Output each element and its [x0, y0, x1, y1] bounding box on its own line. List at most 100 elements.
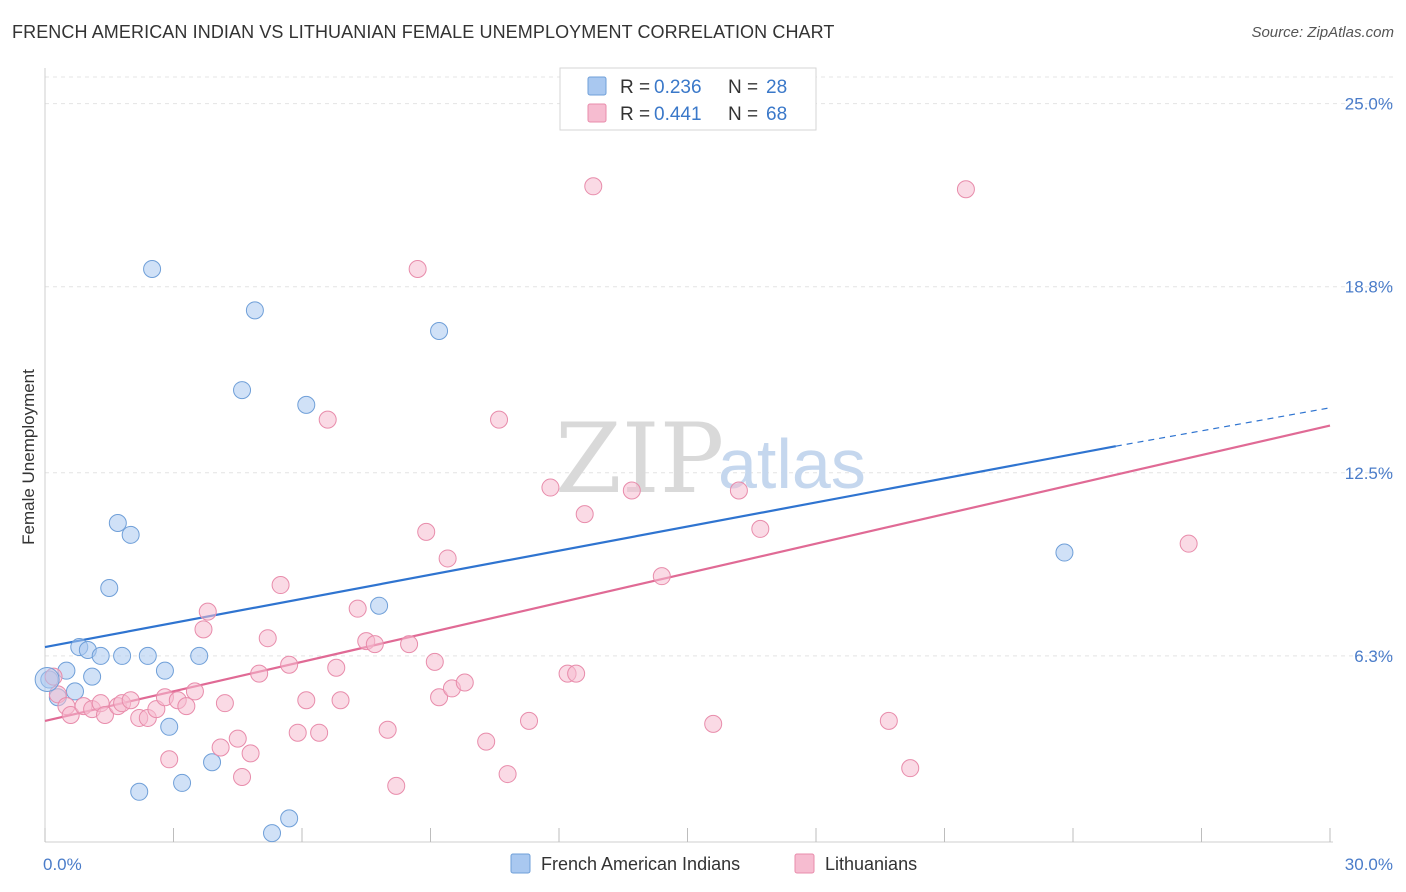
legend-n-value-1: 68: [766, 104, 787, 125]
point-lithuanians-34: [327, 658, 346, 677]
point-lithuanians-49: [477, 732, 496, 751]
bottom-legend-swatch-lithuanians: [794, 853, 815, 874]
point-french-american-indians-12: [130, 782, 149, 801]
gridlines: [45, 76, 1393, 657]
point-lithuanians-25: [241, 744, 260, 763]
point-lithuanians-17: [177, 697, 196, 716]
point-lithuanians-30: [288, 723, 307, 742]
x-tick-label-1: 30.0%: [1345, 855, 1393, 874]
y-tick-label-0: 6.3%: [1354, 647, 1393, 666]
y-tick-label-2: 18.8%: [1345, 278, 1393, 297]
point-lithuanians-7: [95, 705, 114, 724]
legend-n-value-0: 28: [766, 77, 787, 98]
point-lithuanians-41: [400, 635, 419, 654]
y-tick-labels: 6.3% 12.5% 18.8% 25.0%: [1345, 95, 1393, 666]
point-lithuanians-64: [901, 759, 920, 778]
point-lithuanians-23: [228, 729, 247, 748]
point-french-american-indians-15: [155, 661, 174, 680]
point-lithuanians-59: [652, 567, 671, 586]
point-lithuanians-36: [348, 599, 367, 618]
point-lithuanians-40: [387, 776, 406, 795]
point-french-american-indians-14: [143, 259, 162, 278]
point-lithuanians-66: [1179, 534, 1198, 553]
point-lithuanians-3: [61, 705, 80, 724]
point-lithuanians-42: [408, 259, 427, 278]
bottom-legend-label-0: French American Indians: [541, 854, 740, 874]
point-french-american-indians-20: [233, 381, 252, 400]
point-lithuanians-19: [194, 620, 213, 639]
point-french-american-indians-7: [91, 646, 110, 665]
legend: R = 0.236 N = 28 R = 0.441 N = 68: [559, 67, 817, 131]
point-lithuanians-45: [430, 688, 449, 707]
point-french-american-indians-17: [173, 773, 192, 792]
y-axis-title: Female Unemployment: [19, 369, 38, 545]
x-tick-label-0: 0.0%: [43, 855, 82, 874]
point-lithuanians-60: [704, 714, 723, 733]
point-french-american-indians-22: [263, 824, 282, 843]
x-tick-labels: 0.0% 30.0%: [43, 855, 1393, 874]
point-lithuanians-31: [297, 691, 316, 710]
legend-r-value-1: 0.441: [654, 104, 702, 125]
point-french-american-indians-27: [1055, 543, 1074, 562]
point-french-american-indians-10: [113, 646, 132, 665]
point-lithuanians-52: [520, 711, 539, 730]
source-label: Source: ZipAtlas.com: [1251, 24, 1394, 41]
legend-n-label-1: N =: [728, 104, 758, 125]
trend-line-extension-french-american-indians: [1115, 407, 1331, 447]
data-points: [34, 177, 1198, 843]
point-lithuanians-10: [121, 691, 140, 710]
point-lithuanians-35: [331, 691, 350, 710]
point-lithuanians-43: [417, 522, 436, 541]
watermark: ZIP atlas: [555, 403, 866, 515]
point-lithuanians-15: [160, 750, 179, 769]
point-lithuanians-55: [567, 664, 586, 683]
point-french-american-indians-21: [245, 301, 264, 320]
point-french-american-indians-11: [121, 525, 140, 544]
point-lithuanians-56: [575, 505, 594, 524]
watermark-zip: ZIP: [555, 403, 724, 515]
point-lithuanians-18: [185, 682, 204, 701]
point-lithuanians-48: [455, 673, 474, 692]
y-tick-label-3: 25.0%: [1345, 95, 1393, 114]
point-lithuanians-21: [211, 738, 230, 757]
point-french-american-indians-18: [190, 646, 209, 665]
point-lithuanians-53: [541, 478, 560, 497]
point-lithuanians-24: [233, 768, 252, 787]
point-french-american-indians-13: [138, 646, 157, 665]
point-french-american-indians-16: [160, 717, 179, 736]
point-lithuanians-61: [729, 481, 748, 500]
point-lithuanians-20: [198, 602, 217, 621]
point-lithuanians-50: [490, 410, 509, 429]
bottom-legend-label-1: Lithuanians: [825, 854, 917, 874]
point-lithuanians-63: [879, 711, 898, 730]
point-french-american-indians-6: [83, 667, 102, 686]
point-lithuanians-44: [425, 652, 444, 671]
point-lithuanians-38: [365, 635, 384, 654]
legend-r-value-0: 0.236: [654, 77, 702, 98]
point-lithuanians-62: [751, 519, 770, 538]
legend-swatch-lithuanians: [587, 103, 607, 123]
point-cluster-marker: [34, 667, 60, 693]
point-lithuanians-32: [310, 723, 329, 742]
legend-r-label-0: R =: [620, 77, 650, 98]
y-tick-label-1: 12.5%: [1345, 464, 1393, 483]
point-lithuanians-57: [584, 177, 603, 196]
point-lithuanians-33: [318, 410, 337, 429]
legend-swatch-french-american-indians: [587, 76, 607, 96]
point-french-american-indians-25: [370, 596, 389, 615]
axes: [44, 68, 1333, 843]
bottom-legend: French American Indians Lithuanians: [510, 853, 917, 874]
point-lithuanians-39: [378, 720, 397, 739]
point-french-american-indians-8: [100, 578, 119, 597]
legend-n-label-0: N =: [728, 77, 758, 98]
point-lithuanians-46: [438, 549, 457, 568]
point-lithuanians-58: [622, 481, 641, 500]
point-french-american-indians-3: [65, 682, 84, 701]
point-french-american-indians-26: [430, 322, 449, 341]
point-lithuanians-27: [258, 629, 277, 648]
point-lithuanians-28: [271, 576, 290, 595]
point-french-american-indians-19: [203, 753, 222, 772]
point-lithuanians-65: [956, 180, 975, 199]
point-french-american-indians-9: [108, 514, 127, 533]
